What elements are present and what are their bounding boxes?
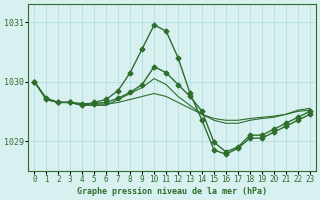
X-axis label: Graphe pression niveau de la mer (hPa): Graphe pression niveau de la mer (hPa) xyxy=(77,187,267,196)
